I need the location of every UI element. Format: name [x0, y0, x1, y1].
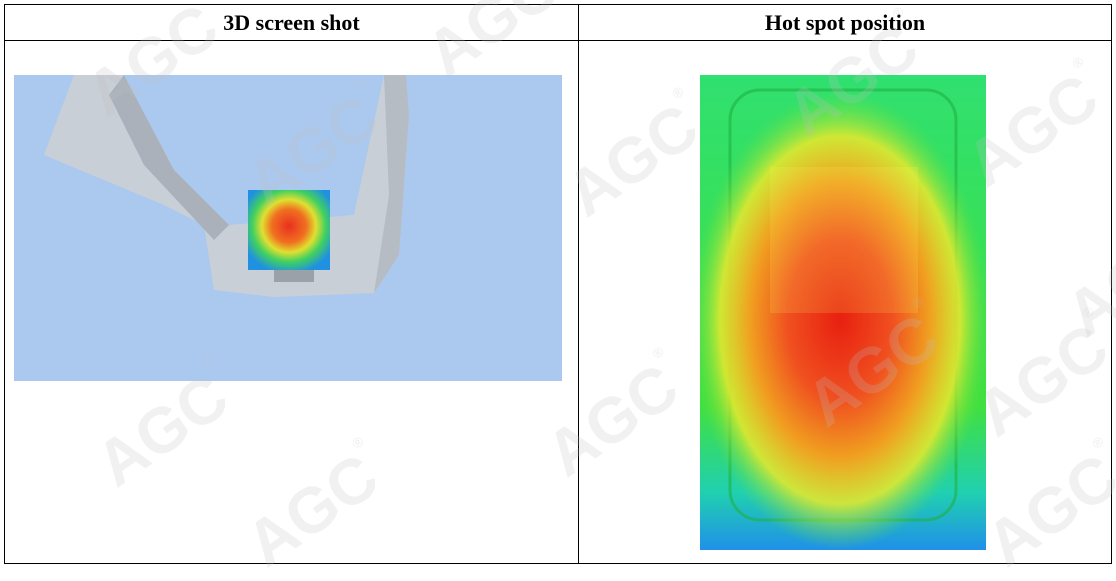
watermark-mark: ®: [189, 0, 207, 2]
page: 3D screen shot Hot spot position (() => …: [4, 0, 1116, 581]
header-cell: 3D screen shot: [5, 5, 578, 41]
column-divider: [578, 5, 579, 563]
hot-spot-map: [700, 75, 986, 550]
screenshot-3d: [14, 75, 562, 381]
header-cell: Hot spot position: [579, 5, 1111, 41]
